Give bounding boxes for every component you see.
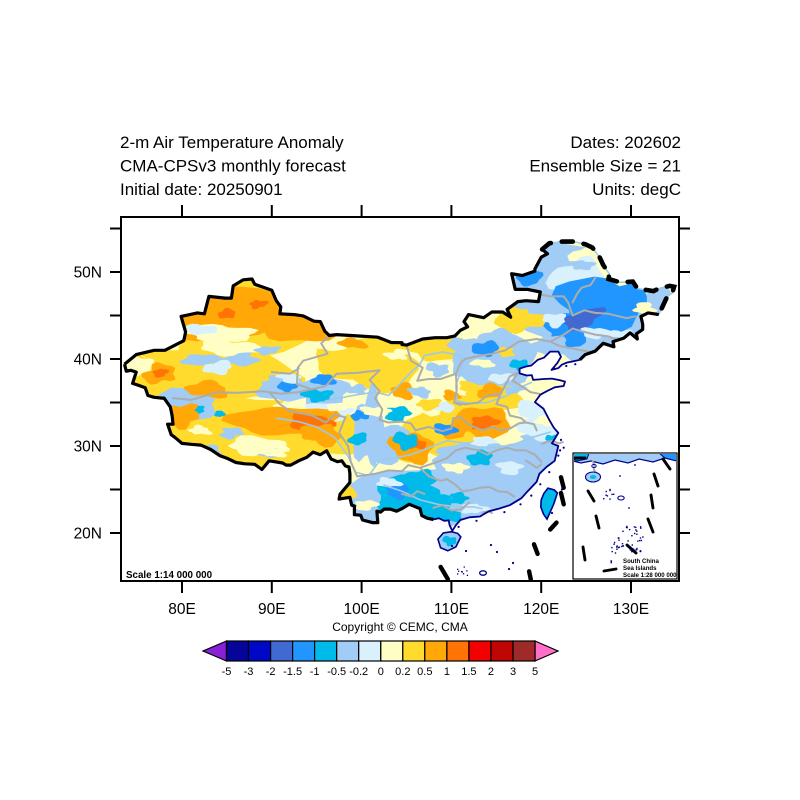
svg-text:Ensemble Size = 21: Ensemble Size = 21 <box>529 157 681 176</box>
svg-text:80E: 80E <box>168 601 196 618</box>
svg-text:Copyright © CEMC, CMA: Copyright © CEMC, CMA <box>332 620 468 634</box>
svg-text:0.2: 0.2 <box>395 666 410 678</box>
svg-text:3: 3 <box>510 666 516 678</box>
svg-text:120E: 120E <box>523 601 559 618</box>
svg-text:2: 2 <box>488 666 494 678</box>
svg-text:Sea Islands: Sea Islands <box>623 565 657 572</box>
svg-text:-1.5: -1.5 <box>283 666 302 678</box>
svg-text:2-m Air Temperature Anomaly: 2-m Air Temperature Anomaly <box>120 133 344 152</box>
svg-text:0: 0 <box>378 666 384 678</box>
svg-text:-5: -5 <box>222 666 232 678</box>
svg-text:Scale 1:28 000 000: Scale 1:28 000 000 <box>623 572 677 579</box>
svg-text:Dates: 202602: Dates: 202602 <box>570 133 681 152</box>
svg-text:30N: 30N <box>74 439 102 456</box>
svg-text:0.5: 0.5 <box>417 666 432 678</box>
svg-text:1.5: 1.5 <box>461 666 476 678</box>
svg-text:1: 1 <box>444 666 450 678</box>
svg-text:-0.2: -0.2 <box>349 666 368 678</box>
svg-text:-2: -2 <box>266 666 276 678</box>
svg-text:20N: 20N <box>74 526 102 543</box>
svg-text:-1: -1 <box>310 666 320 678</box>
svg-text:Initial date: 20250901: Initial date: 20250901 <box>120 180 283 199</box>
svg-text:Units: degC: Units: degC <box>592 180 681 199</box>
svg-text:South China: South China <box>623 558 659 565</box>
svg-text:Scale 1:14 000 000: Scale 1:14 000 000 <box>126 570 213 581</box>
svg-text:50N: 50N <box>74 265 102 282</box>
svg-text:40N: 40N <box>74 352 102 369</box>
svg-text:CMA-CPSv3 monthly forecast: CMA-CPSv3 monthly forecast <box>120 157 346 176</box>
svg-text:-3: -3 <box>244 666 254 678</box>
svg-text:90E: 90E <box>258 601 286 618</box>
svg-text:5: 5 <box>532 666 538 678</box>
svg-text:100E: 100E <box>343 601 379 618</box>
svg-text:130E: 130E <box>613 601 649 618</box>
svg-text:-0.5: -0.5 <box>327 666 346 678</box>
svg-text:110E: 110E <box>434 601 469 618</box>
